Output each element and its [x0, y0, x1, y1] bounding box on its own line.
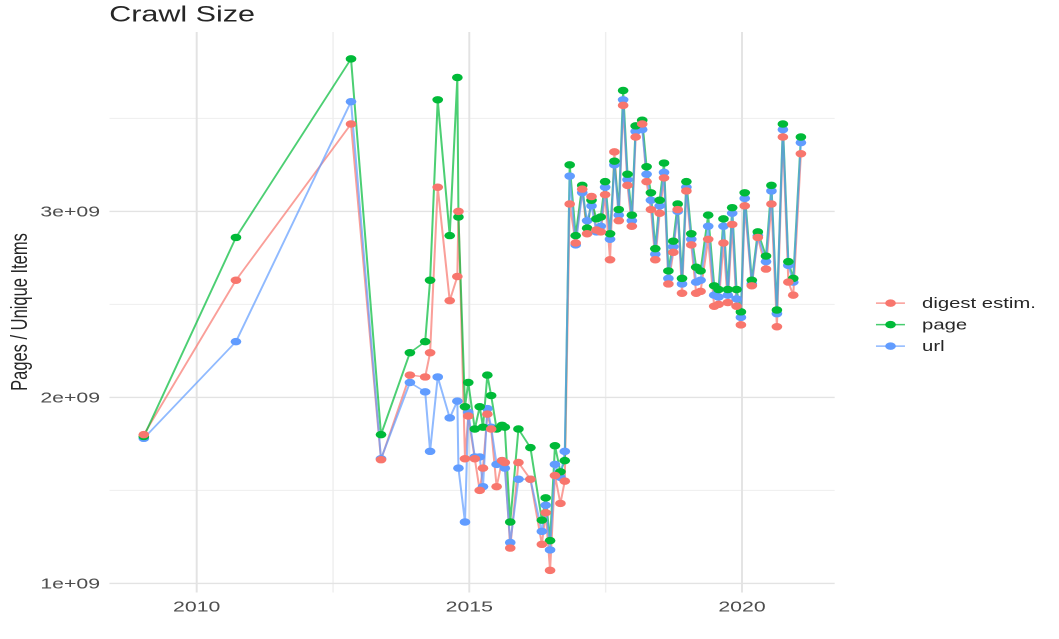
- svg-text:2015: 2015: [446, 597, 493, 614]
- svg-text:Crawl Size: Crawl Size: [109, 2, 255, 27]
- svg-text:Pages / Unique Items: Pages / Unique Items: [8, 233, 33, 391]
- svg-text:2010: 2010: [173, 597, 220, 614]
- svg-text:2020: 2020: [718, 597, 765, 614]
- svg-text:2e+09: 2e+09: [40, 389, 100, 406]
- svg-text:1e+09: 1e+09: [40, 575, 100, 592]
- svg-text:digest estim.: digest estim.: [922, 295, 1036, 311]
- svg-text:3e+09: 3e+09: [40, 203, 100, 220]
- svg-text:url: url: [922, 338, 945, 354]
- svg-text:page: page: [922, 316, 967, 332]
